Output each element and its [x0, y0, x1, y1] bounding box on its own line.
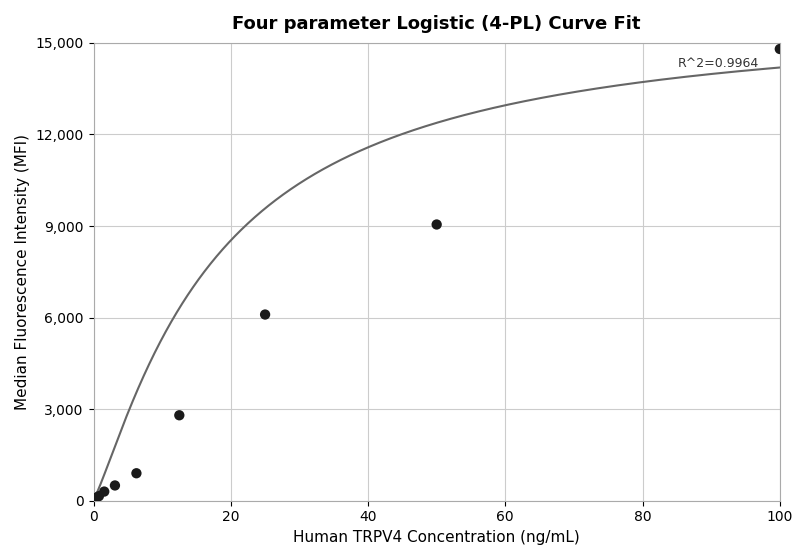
Point [259, 310, 271, 319]
Title: Four parameter Logistic (4-PL) Curve Fit: Four parameter Logistic (4-PL) Curve Fit [233, 15, 641, 33]
Point [108, 481, 121, 490]
Point [430, 220, 443, 229]
Point [98, 487, 111, 496]
Point [92, 492, 105, 501]
Point [773, 44, 786, 53]
Point [130, 469, 143, 478]
Y-axis label: Median Fluorescence Intensity (MFI): Median Fluorescence Intensity (MFI) [15, 134, 30, 410]
Point [90, 493, 103, 502]
X-axis label: Human TRPV4 Concentration (ng/mL): Human TRPV4 Concentration (ng/mL) [293, 530, 580, 545]
Text: R^2=0.9964: R^2=0.9964 [678, 57, 760, 69]
Point [173, 411, 186, 420]
